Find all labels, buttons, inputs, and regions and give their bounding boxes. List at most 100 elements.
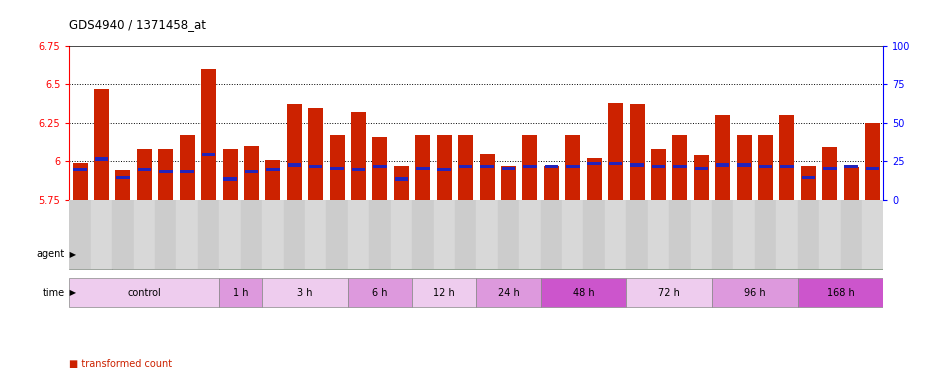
Bar [348, 46, 369, 200]
Bar [801, 166, 816, 200]
Text: time: time [43, 288, 65, 298]
Bar [348, 278, 413, 308]
Bar [715, 115, 730, 200]
Text: GDS4940 / 1371458_at: GDS4940 / 1371458_at [69, 18, 206, 31]
Bar [327, 46, 348, 200]
Bar [116, 170, 130, 200]
Text: ▶: ▶ [67, 288, 76, 297]
Bar [69, 240, 112, 269]
Bar [736, 135, 752, 200]
Bar [669, 46, 691, 200]
Text: 6 h: 6 h [372, 288, 388, 298]
Bar [219, 240, 883, 269]
Text: agent: agent [36, 249, 65, 260]
Bar [219, 278, 262, 308]
Bar [605, 46, 626, 200]
Bar [413, 278, 476, 308]
Bar [605, 200, 626, 269]
Bar [202, 153, 216, 156]
Bar [823, 167, 836, 170]
Bar [73, 168, 87, 171]
Text: ▶: ▶ [67, 250, 76, 259]
Text: naive: naive [78, 249, 105, 260]
Bar [308, 108, 323, 200]
Bar [501, 167, 515, 170]
Bar [669, 200, 691, 269]
Bar [352, 168, 365, 171]
Bar [158, 149, 173, 200]
Bar [630, 104, 645, 200]
Bar [177, 46, 198, 200]
Text: 3 h: 3 h [297, 288, 313, 298]
Text: 1 h: 1 h [233, 288, 249, 298]
Bar [390, 200, 413, 269]
Bar [309, 165, 323, 168]
Bar [545, 165, 558, 168]
Bar [797, 200, 820, 269]
Bar [822, 147, 837, 200]
Bar [219, 200, 240, 269]
Bar [455, 46, 476, 200]
Bar [734, 200, 755, 269]
Bar [262, 200, 284, 269]
Bar [712, 278, 797, 308]
Bar [519, 200, 540, 269]
Bar [866, 167, 880, 170]
Bar [652, 165, 665, 168]
Bar [476, 46, 498, 200]
Bar [434, 46, 455, 200]
Bar [266, 168, 279, 171]
Bar [416, 167, 429, 170]
Bar [329, 135, 345, 200]
Bar [626, 278, 712, 308]
Bar [648, 46, 669, 200]
Bar [390, 46, 413, 200]
Bar [438, 168, 451, 171]
Bar [673, 165, 686, 168]
Bar [755, 46, 776, 200]
Bar [112, 200, 133, 269]
Bar [544, 166, 559, 200]
Bar [413, 200, 434, 269]
Bar [758, 165, 772, 168]
Bar [694, 155, 709, 200]
Bar [797, 46, 820, 200]
Bar [179, 135, 194, 200]
Bar [862, 46, 883, 200]
Bar [695, 167, 708, 170]
Bar [138, 168, 151, 171]
Bar [72, 163, 88, 200]
Bar [112, 240, 219, 269]
Bar [91, 46, 112, 200]
Bar [797, 278, 883, 308]
Bar [737, 164, 751, 167]
Bar [584, 46, 605, 200]
Bar [501, 166, 516, 200]
Bar [288, 164, 301, 167]
Bar [94, 157, 108, 161]
Bar [476, 278, 540, 308]
Bar [776, 46, 797, 200]
Bar [498, 46, 519, 200]
Bar [820, 200, 841, 269]
Bar [458, 135, 474, 200]
Bar [434, 200, 455, 269]
Bar [862, 200, 883, 269]
Bar [395, 177, 408, 180]
Bar [240, 46, 262, 200]
Bar [94, 89, 109, 200]
Text: ■ transformed count: ■ transformed count [69, 359, 172, 369]
Bar [841, 200, 862, 269]
Bar [802, 176, 815, 179]
Bar [262, 278, 348, 308]
Text: 48 h: 48 h [573, 288, 594, 298]
Bar [219, 46, 240, 200]
Bar [198, 200, 219, 269]
Bar [69, 278, 219, 308]
Bar [413, 46, 434, 200]
Bar [455, 200, 476, 269]
Bar [155, 200, 177, 269]
Bar [562, 46, 584, 200]
Text: control: control [128, 288, 161, 298]
Bar [369, 46, 390, 200]
